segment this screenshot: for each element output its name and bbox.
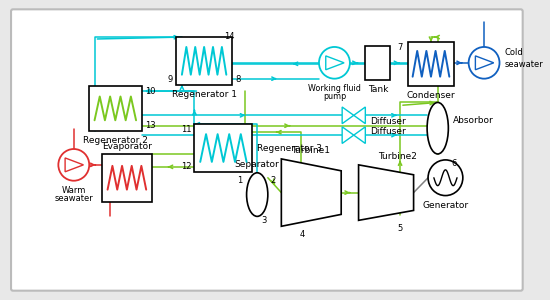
Polygon shape [354,107,365,124]
Ellipse shape [246,173,268,216]
Text: Warm: Warm [62,186,86,195]
Polygon shape [354,127,365,143]
Text: 1: 1 [238,176,243,185]
Text: Diffuser: Diffuser [370,117,406,126]
Text: Working fluid: Working fluid [308,84,361,93]
Polygon shape [475,56,494,70]
Polygon shape [359,165,414,220]
Text: Separator: Separator [235,160,279,169]
FancyBboxPatch shape [102,154,152,202]
Text: 3: 3 [261,216,266,225]
Polygon shape [65,158,84,172]
Text: 5: 5 [398,224,403,233]
Circle shape [428,160,463,196]
Text: 6: 6 [451,159,456,168]
Circle shape [469,47,499,79]
Text: 4: 4 [300,230,305,239]
Text: Cold: Cold [504,48,523,57]
Text: Regenerator 2: Regenerator 2 [83,136,148,145]
Text: 14: 14 [224,32,235,41]
Text: 9: 9 [168,75,173,84]
Text: 10: 10 [145,87,155,96]
Circle shape [319,47,350,79]
Text: Regenerator 1: Regenerator 1 [172,90,236,99]
Text: Turbine2: Turbine2 [378,152,416,161]
Polygon shape [282,159,341,226]
Text: Absorbor: Absorbor [453,116,494,125]
Text: 7: 7 [398,44,403,52]
Text: Diffuser: Diffuser [370,127,406,136]
Text: 8: 8 [235,75,240,84]
Circle shape [58,149,89,181]
Text: Tank: Tank [368,85,388,94]
FancyBboxPatch shape [176,37,232,85]
Text: pump: pump [323,92,346,101]
Text: Generator: Generator [422,201,469,210]
Polygon shape [342,127,354,143]
FancyBboxPatch shape [89,86,142,131]
Polygon shape [342,107,354,124]
Ellipse shape [427,102,448,154]
FancyBboxPatch shape [11,9,522,291]
Text: Turbine1: Turbine1 [291,146,330,155]
FancyBboxPatch shape [365,46,390,80]
Text: 12: 12 [181,162,191,171]
Polygon shape [326,56,344,70]
Text: Condenser: Condenser [406,91,455,100]
Text: 11: 11 [181,125,191,134]
Text: Evaporator: Evaporator [102,142,152,151]
Text: Regenerator 3: Regenerator 3 [257,143,322,152]
FancyBboxPatch shape [195,124,252,172]
Text: seawater: seawater [504,60,543,69]
FancyBboxPatch shape [408,42,454,86]
Text: 2: 2 [271,176,276,185]
Text: seawater: seawater [54,194,93,203]
Text: 13: 13 [145,121,155,130]
